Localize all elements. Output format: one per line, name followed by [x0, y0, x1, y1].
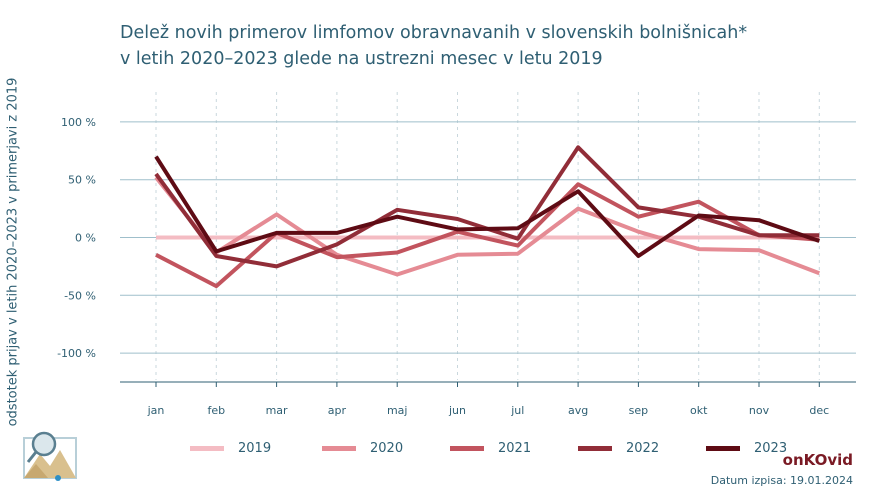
- chart-title: Delež novih primerov limfomov obravnavan…: [120, 20, 747, 72]
- chart-legend: 2019 2020 2021 2022 2023: [190, 438, 810, 458]
- legend-item-2020: 2020: [322, 438, 403, 458]
- y-tick-label: 100 %: [61, 116, 96, 129]
- x-tick-label: okt: [690, 404, 708, 417]
- legend-swatch: [706, 445, 740, 451]
- legend-item-2021: 2021: [450, 438, 531, 458]
- x-tick-label: jan: [147, 404, 165, 417]
- legend-swatch: [578, 445, 612, 451]
- x-tick-label: apr: [328, 404, 347, 417]
- x-tick-label: nov: [749, 404, 770, 417]
- x-tick-label: jul: [510, 404, 524, 417]
- legend-item-2019: 2019: [190, 438, 271, 458]
- legend-label: 2021: [498, 440, 532, 456]
- x-tick-label: maj: [387, 404, 408, 417]
- series-line-2023: [154, 155, 820, 258]
- chart-title-line1: Delež novih primerov limfomov obravnavan…: [120, 23, 748, 43]
- x-tick-label: jun: [448, 404, 466, 417]
- legend-label: 2022: [626, 440, 660, 456]
- x-tick-label: dec: [809, 404, 829, 417]
- legend-label: 2023: [754, 440, 788, 456]
- x-tick-label: feb: [207, 404, 225, 417]
- x-tick-label: sep: [629, 404, 648, 417]
- x-tick-label: mar: [266, 404, 288, 417]
- legend-swatch: [450, 445, 484, 451]
- legend-label: 2019: [238, 440, 272, 456]
- series-line-2020: [154, 176, 821, 277]
- legend-item-2023: 2023: [706, 438, 787, 458]
- legend-swatch: [190, 445, 224, 451]
- legend-item-2022: 2022: [578, 438, 659, 458]
- x-tick-label: avg: [568, 404, 588, 417]
- legend-swatch: [322, 445, 356, 451]
- y-tick-label: -100 %: [57, 347, 96, 360]
- series-line-2021: [155, 182, 820, 289]
- legend-label: 2020: [370, 440, 404, 456]
- y-tick-label: 0 %: [75, 232, 96, 245]
- chart-title-line2: v letih 2020–2023 glede na ustrezni mese…: [120, 49, 603, 69]
- magnifier-mountain-icon: [14, 430, 84, 486]
- y-tick-label: -50 %: [64, 289, 96, 302]
- print-date: Datum izpisa: 19.01.2024: [710, 474, 853, 487]
- y-tick-label: 50 %: [68, 174, 96, 187]
- brand-name: onKOvid: [782, 451, 853, 469]
